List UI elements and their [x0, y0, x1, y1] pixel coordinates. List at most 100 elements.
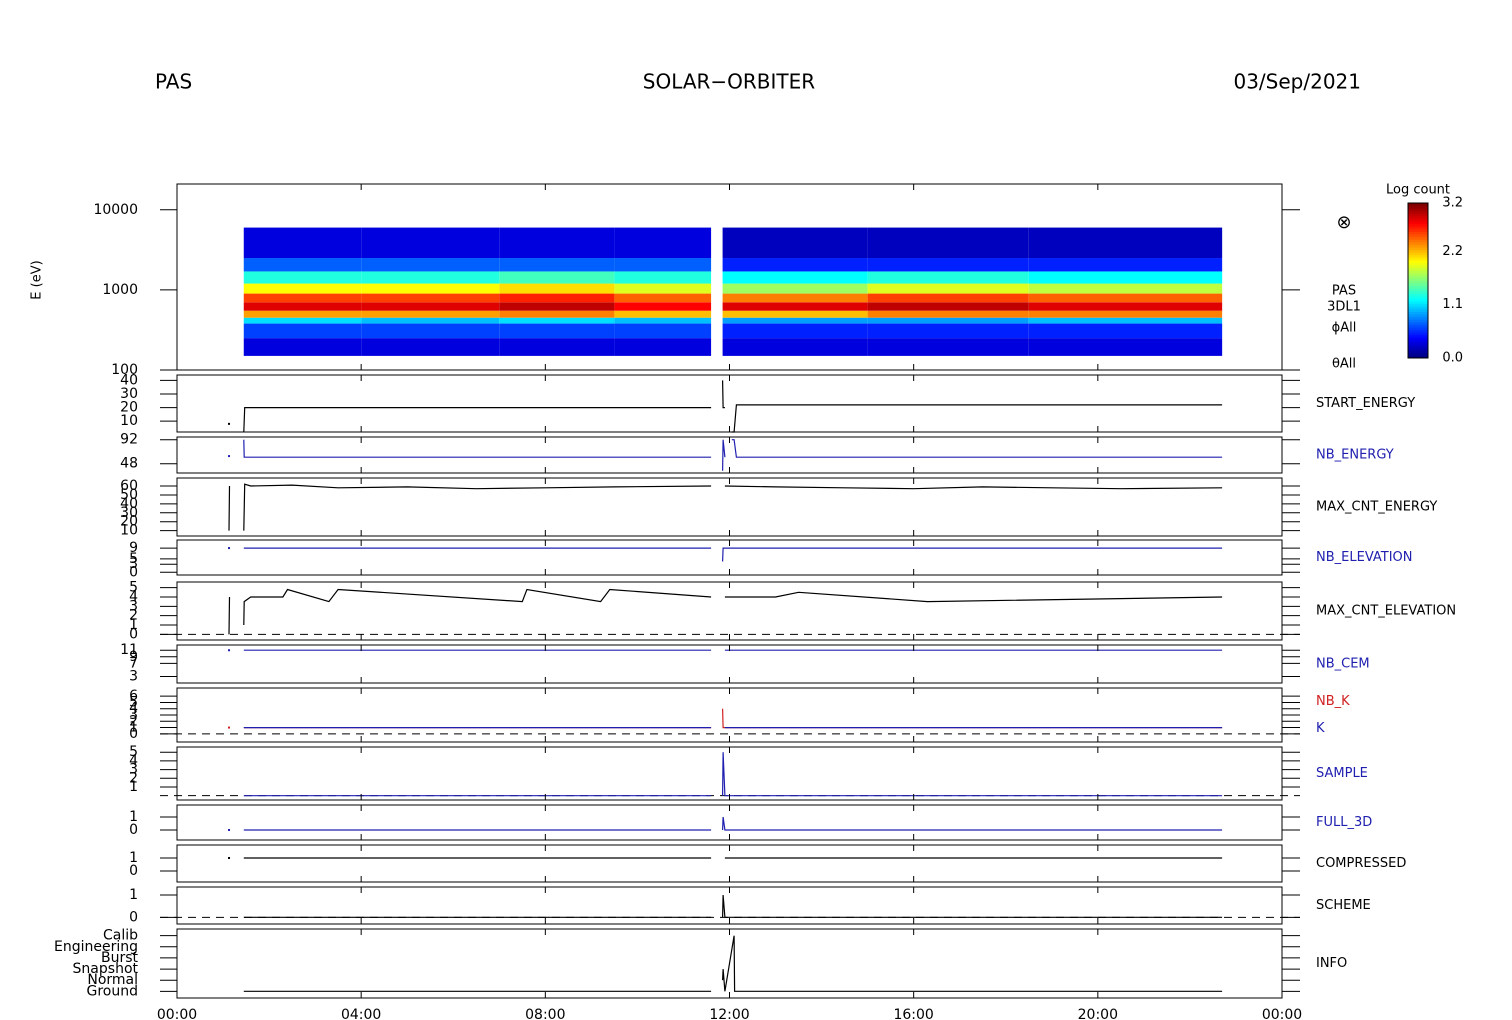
y-axis-label: E (eV)	[30, 260, 45, 299]
panel-frame	[176, 746, 1283, 801]
series-label: MAX_CNT_ENERGY	[1316, 500, 1437, 515]
colorbar-step	[1408, 332, 1428, 336]
header-left: PAS	[155, 70, 192, 94]
colorbar-step	[1408, 231, 1428, 235]
colorbar-step	[1408, 277, 1428, 281]
colorbar-step	[1408, 355, 1428, 359]
x-tick-label: 08:00	[525, 1007, 565, 1020]
y-tick-label: 100	[111, 362, 138, 378]
colorbar-step	[1408, 203, 1428, 207]
series-label: K	[1316, 721, 1325, 736]
y-tick-label: 1	[129, 887, 138, 903]
x-tick-label: 00:00	[157, 1007, 197, 1020]
heat-cell	[867, 317, 1029, 324]
heat-cell	[1028, 283, 1223, 294]
y-tick-label: 30	[120, 505, 138, 521]
y-tick-label: 20	[120, 400, 138, 416]
heat-cell	[1028, 338, 1223, 356]
colorbar-step	[1408, 352, 1428, 356]
y-tick-label: Ground	[87, 983, 139, 999]
header-right: 03/Sep/2021	[1233, 70, 1361, 94]
heat-cell	[499, 271, 615, 284]
y-tick-label: 1	[129, 779, 138, 795]
y-tick-label: 1000	[102, 282, 138, 298]
series-label: SAMPLE	[1316, 766, 1368, 781]
y-tick-label: 2	[129, 770, 138, 786]
y-tick-label: 0	[129, 822, 138, 838]
heat-cell	[614, 227, 712, 259]
data-line	[243, 407, 712, 433]
colorbar-step	[1408, 298, 1428, 302]
x-tick-label: 04:00	[341, 1007, 381, 1020]
data-point	[228, 455, 231, 458]
colorbar-step	[1408, 257, 1428, 261]
annotation: θAll	[1332, 357, 1356, 372]
y-tick-label: 1	[129, 809, 138, 825]
x-tick-label: 00:00	[1262, 1007, 1302, 1020]
heat-cell	[722, 338, 868, 356]
y-tick-label: 30	[120, 386, 138, 402]
colorbar-step	[1408, 285, 1428, 289]
series-label: NB_ELEVATION	[1316, 550, 1413, 565]
y-tick-label: 0	[129, 726, 138, 742]
data-line	[722, 380, 725, 409]
y-tick-label: 3	[129, 762, 138, 778]
colorbar-step	[1408, 249, 1428, 253]
series-label: COMPRESSED	[1316, 856, 1406, 871]
y-tick-label: 20	[120, 514, 138, 530]
colorbar-step	[1408, 337, 1428, 341]
heat-cell	[614, 258, 712, 272]
colorbar-step	[1408, 239, 1428, 243]
heat-cell	[361, 293, 500, 303]
y-tick-label: 10	[120, 413, 138, 429]
heat-cell	[722, 271, 868, 284]
data-line	[724, 485, 1223, 490]
heat-cell	[361, 258, 500, 272]
heat-cell	[243, 227, 362, 259]
y-tick-label: 2	[129, 608, 138, 624]
x-tick-label: 16:00	[893, 1007, 933, 1020]
colorbar-step	[1408, 262, 1428, 266]
data-line	[722, 894, 1223, 918]
colorbar-step	[1408, 228, 1428, 232]
y-tick-label: Burst	[101, 950, 139, 966]
heat-cell	[867, 338, 1029, 356]
colorbar-step	[1408, 316, 1428, 320]
heat-cell	[867, 227, 1029, 259]
heat-cell	[722, 283, 868, 294]
y-tick-label: 10	[120, 523, 138, 539]
y-tick-label: 0	[129, 564, 138, 580]
heat-cell	[243, 283, 362, 294]
colorbar-step	[1408, 327, 1428, 331]
data-line	[722, 935, 1223, 992]
heat-cell	[499, 258, 615, 272]
heat-cell	[614, 293, 712, 303]
heat-cell	[1028, 293, 1223, 303]
data-point	[228, 828, 231, 831]
colorbar-step	[1408, 321, 1428, 325]
heat-cell	[614, 323, 712, 339]
panel-frame	[176, 477, 1283, 537]
annotation: 3DL1	[1327, 300, 1361, 315]
y-tick-label: 50	[120, 487, 138, 503]
heat-cell	[361, 310, 500, 318]
heat-cell	[361, 271, 500, 284]
colorbar-step	[1408, 267, 1428, 271]
heat-cell	[1028, 310, 1223, 318]
y-tick-label: 9	[129, 540, 138, 556]
heat-cell	[867, 302, 1029, 311]
heat-cell	[499, 323, 615, 339]
panel-frame	[176, 581, 1283, 641]
data-line	[722, 439, 726, 471]
colorbar-step	[1408, 283, 1428, 287]
heat-cell	[361, 227, 500, 259]
colorbar-step	[1408, 210, 1428, 214]
y-tick-label: 5	[129, 694, 138, 710]
colorbar-tick-label: 1.1	[1442, 297, 1463, 312]
colorbar-step	[1408, 234, 1428, 238]
heat-cell	[499, 302, 615, 311]
data-line	[722, 547, 1223, 562]
colorbar-step	[1408, 252, 1428, 256]
heat-cell	[499, 227, 615, 259]
colorbar-step	[1408, 324, 1428, 328]
